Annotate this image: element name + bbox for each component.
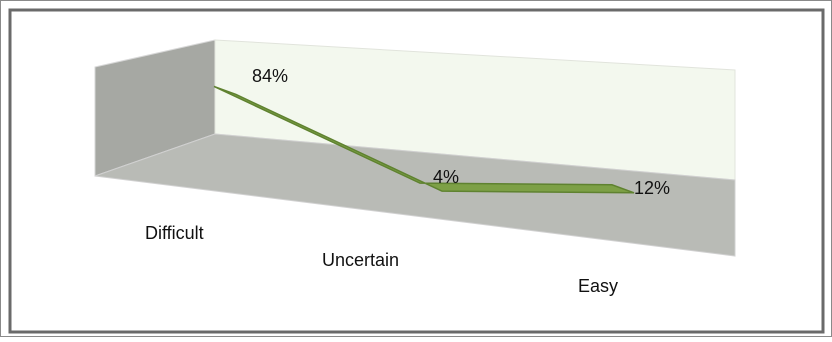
data-label-1: 84% [252,66,288,86]
data-label-3: 12% [634,178,670,198]
data-label-2: 4% [433,167,459,187]
data-point-1 [223,88,227,92]
category-label-3: Easy [578,276,618,296]
ribbon-layer [213,85,635,194]
floor [94,133,736,257]
category-label-2: Uncertain [322,250,399,270]
series-ribbon [213,85,635,194]
label-layer: 84% 4% 12% Difficult Uncertain Easy [145,66,670,296]
category-label-1: Difficult [145,223,204,243]
data-point-3 [621,187,625,191]
